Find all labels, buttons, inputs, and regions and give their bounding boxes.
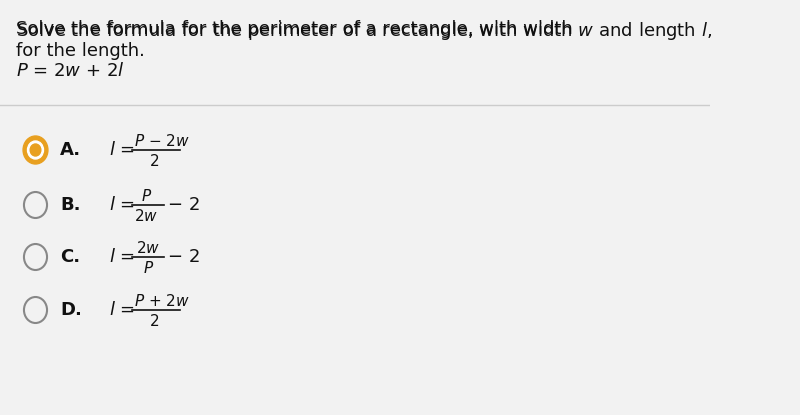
Text: A.: A. [60, 141, 82, 159]
Text: 2$w$: 2$w$ [134, 208, 158, 224]
Text: C.: C. [60, 248, 81, 266]
Text: D.: D. [60, 301, 82, 319]
Text: B.: B. [60, 196, 81, 214]
Text: $l$ =: $l$ = [109, 141, 137, 159]
Text: − 2: − 2 [168, 196, 200, 214]
Text: $l$ =: $l$ = [109, 196, 137, 214]
Text: $l$ =: $l$ = [109, 248, 137, 266]
Text: for the length.: for the length. [16, 42, 145, 60]
Text: − 2: − 2 [168, 248, 200, 266]
Circle shape [23, 136, 48, 164]
Text: Solve the formula for the perimeter of a rectangle, with width: Solve the formula for the perimeter of a… [16, 20, 578, 38]
Text: $P$ = 2$w$ + 2$l$: $P$ = 2$w$ + 2$l$ [16, 62, 125, 80]
Text: $P$: $P$ [141, 188, 152, 204]
Text: $l$ =: $l$ = [109, 301, 137, 319]
Text: $P$: $P$ [143, 260, 154, 276]
Text: $P$ − 2$w$: $P$ − 2$w$ [134, 133, 190, 149]
Text: 2: 2 [150, 154, 160, 168]
Text: 2: 2 [150, 313, 160, 329]
Circle shape [27, 141, 43, 159]
Circle shape [30, 144, 41, 156]
Text: $P$ + 2$w$: $P$ + 2$w$ [134, 293, 190, 309]
Text: Solve the formula for the perimeter of a rectangle, with width $w$ and length $l: Solve the formula for the perimeter of a… [16, 20, 712, 42]
Text: 2$w$: 2$w$ [136, 240, 160, 256]
